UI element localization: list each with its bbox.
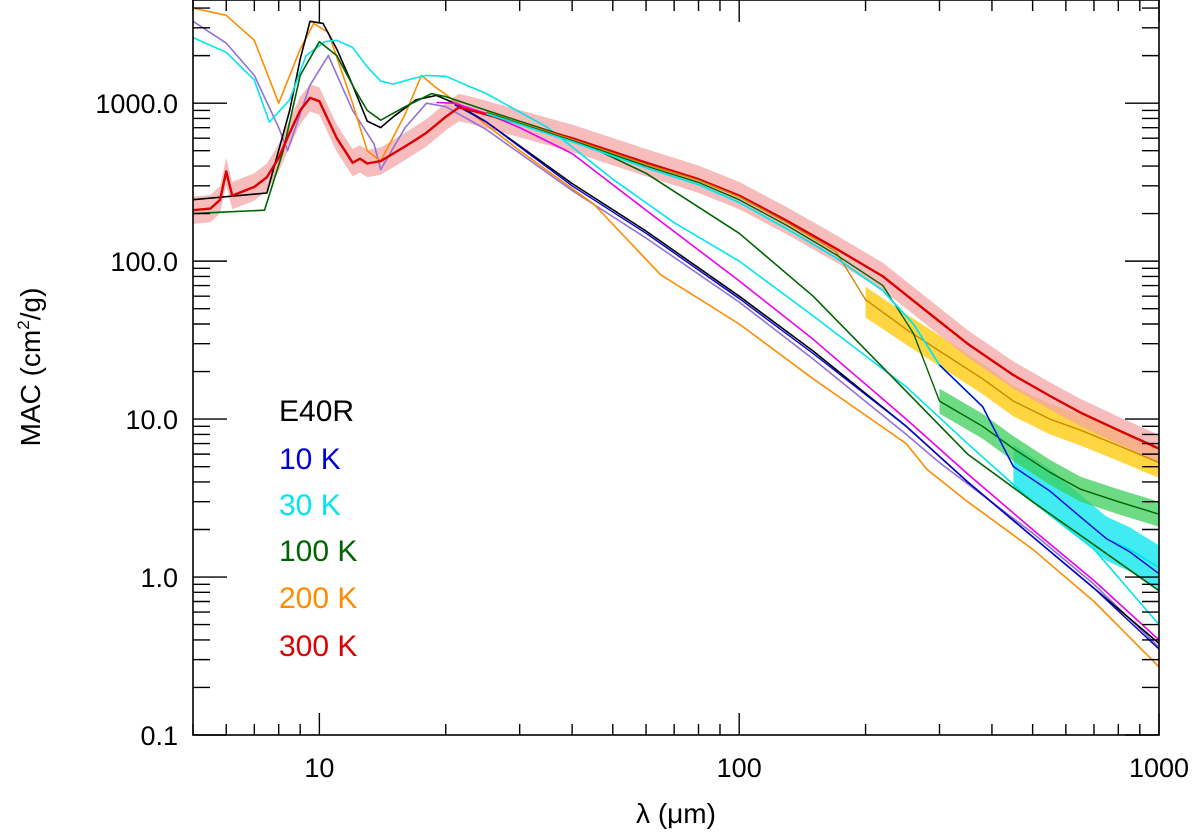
x-tick-label: 100 <box>717 753 762 783</box>
series-line-4 <box>436 101 1159 641</box>
y-axis-title-main: MAC (cm <box>15 330 46 447</box>
legend-entry-30k: 30 K <box>279 489 341 522</box>
band-1 <box>939 388 1159 527</box>
legend-entry-200k: 200 K <box>279 582 357 615</box>
x-axis-title: λ (μm) <box>636 798 716 829</box>
series-line-6 <box>193 40 1159 592</box>
legend-entry-300k: 300 K <box>279 630 357 663</box>
legend: E40R 10 K 30 K 100 K 200 K 300 K <box>279 395 357 663</box>
x-tick-label: 1000 <box>1129 753 1189 783</box>
series-line-1 <box>193 7 1159 668</box>
y-tick-label: 1000.0 <box>95 89 178 119</box>
y-tick-label: 0.1 <box>140 721 178 751</box>
plot-frame <box>192 0 1160 736</box>
series-line-8 <box>486 111 1159 464</box>
band-2 <box>865 286 1159 478</box>
data-series <box>193 7 1159 668</box>
y-axis-title-superscript: 2 <box>14 320 33 329</box>
series-line-11 <box>939 364 1159 575</box>
axis-ticks <box>192 0 1160 736</box>
series-line-3 <box>454 103 1159 650</box>
legend-entry-10k: 10 K <box>279 443 341 476</box>
y-axis-title: MAC (cm2/g) <box>14 288 46 447</box>
y-axis-title-end: /g) <box>15 288 46 321</box>
series-line-7 <box>193 96 1159 450</box>
y-tick-label: 1.0 <box>140 563 178 593</box>
y-tick-label: 100.0 <box>110 247 178 277</box>
x-tick-label: 10 <box>304 753 334 783</box>
tick-labels: 10 100 1000 0.1 1.0 10.0 100.0 1000.0 <box>95 89 1189 783</box>
legend-title: E40R <box>279 395 354 428</box>
y-tick-label: 10.0 <box>125 405 178 435</box>
series-line-9 <box>486 112 1159 515</box>
legend-entry-100k: 100 K <box>279 535 357 568</box>
